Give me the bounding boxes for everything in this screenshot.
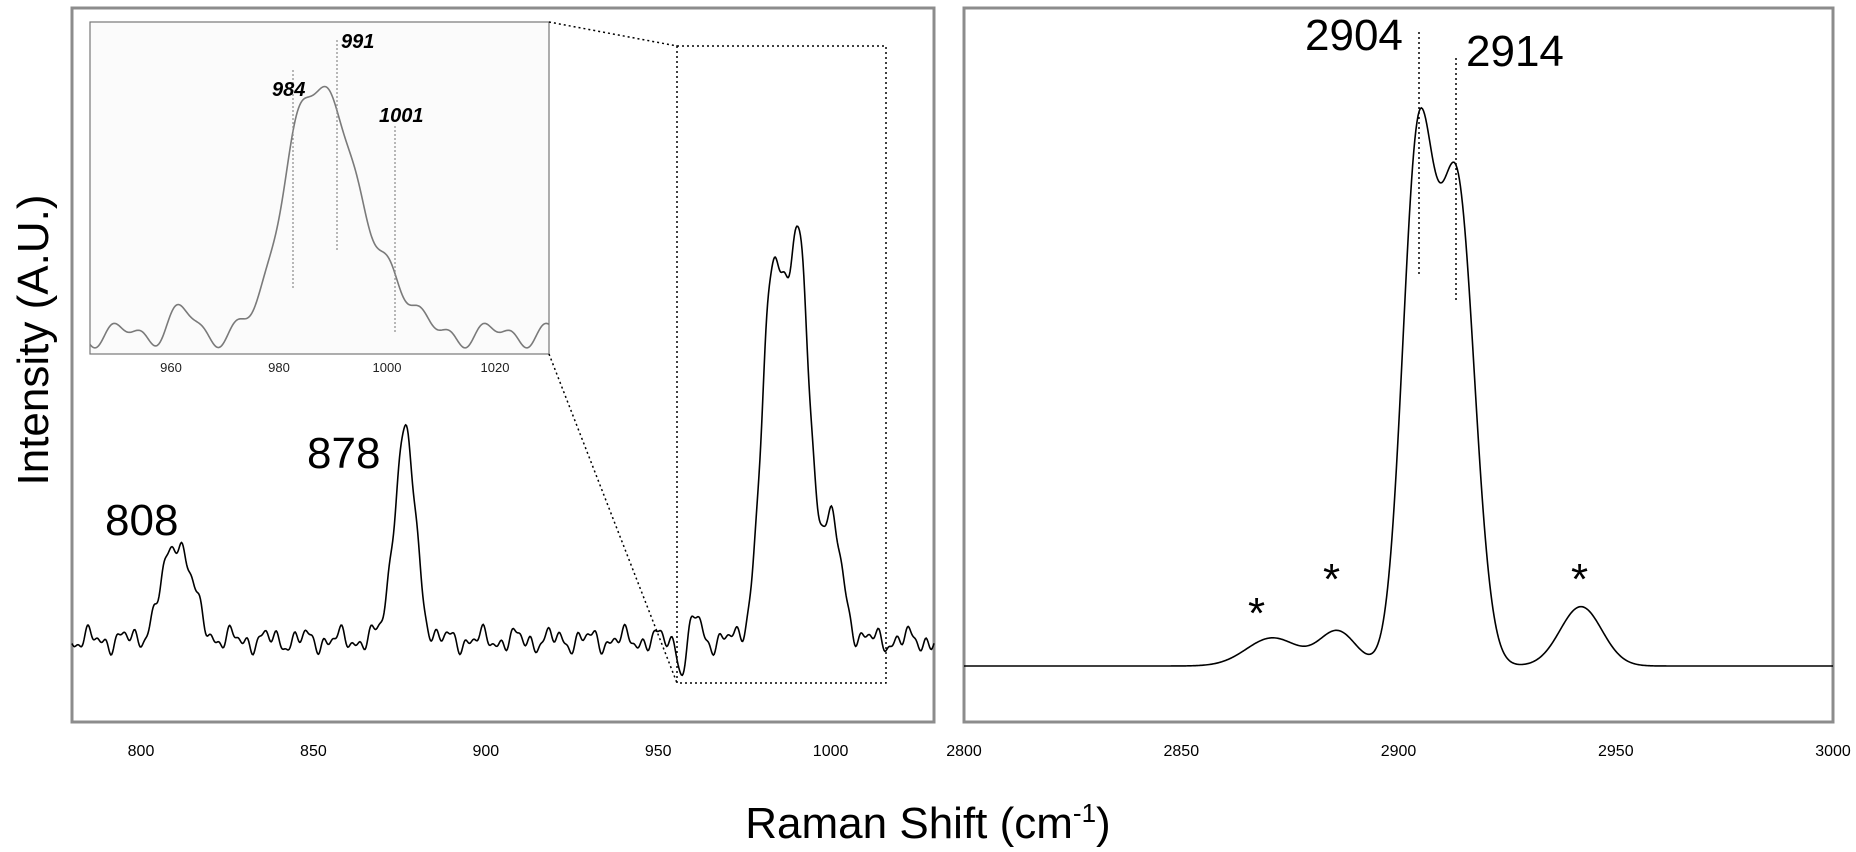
- peak-label-2904: 2904: [1305, 11, 1403, 60]
- inset-x-tick-980: 980: [268, 360, 290, 375]
- left-x-tick-800: 800: [128, 743, 155, 760]
- zoom-box: [676, 45, 887, 684]
- x-axis-label-superscript: -1: [1073, 798, 1096, 828]
- right-panel-frame: [962, 6, 1835, 724]
- zoom-connector-bottom: [548, 353, 678, 684]
- right-spectrum-line: [964, 106, 1833, 667]
- asterisk-marker-2: *: [1323, 555, 1340, 604]
- asterisk-marker-1: *: [1248, 589, 1265, 638]
- y-axis-label: Intensity (A.U.): [9, 195, 58, 486]
- inset-x-tick-1020: 1020: [481, 360, 510, 375]
- right-x-tick-2850: 2850: [1164, 743, 1200, 760]
- x-axis-label-close: ): [1096, 799, 1111, 847]
- peak-label-878: 878: [307, 429, 380, 478]
- inset-x-tick-960: 960: [160, 360, 182, 375]
- left-x-tick-950: 950: [645, 743, 672, 760]
- right-x-tick-3000: 3000: [1815, 743, 1851, 760]
- x-axis-label-main: Raman Shift (cm: [745, 799, 1073, 847]
- left-x-tick-900: 900: [472, 743, 499, 760]
- inset-label-984: 984: [272, 79, 305, 101]
- left-x-ticks: 800 850 900 950 1000: [128, 743, 849, 760]
- inset-frame: [89, 21, 550, 355]
- peak-label-808: 808: [105, 496, 178, 545]
- left-x-tick-850: 850: [300, 743, 327, 760]
- left-x-tick-1000: 1000: [813, 743, 849, 760]
- right-x-tick-2800: 2800: [946, 743, 982, 760]
- right-x-tick-2950: 2950: [1598, 743, 1634, 760]
- inset-label-1001: 1001: [379, 105, 424, 127]
- asterisk-marker-3: *: [1571, 555, 1588, 604]
- zoom-connector-top: [548, 21, 678, 47]
- inset-x-ticks: 960 980 1000 1020: [160, 360, 509, 375]
- right-x-tick-2900: 2900: [1381, 743, 1417, 760]
- x-axis-label: Raman Shift (cm-1): [745, 798, 1110, 847]
- right-x-ticks: 2800 2850 2900 2950 3000: [946, 743, 1851, 760]
- left-panel-frame: [70, 6, 936, 724]
- inset-spectrum-line: [89, 85, 550, 349]
- left-spectrum-line: [71, 225, 935, 677]
- inset-label-991: 991: [341, 31, 374, 53]
- peak-label-2914: 2914: [1466, 27, 1564, 76]
- inset-x-tick-1000: 1000: [373, 360, 402, 375]
